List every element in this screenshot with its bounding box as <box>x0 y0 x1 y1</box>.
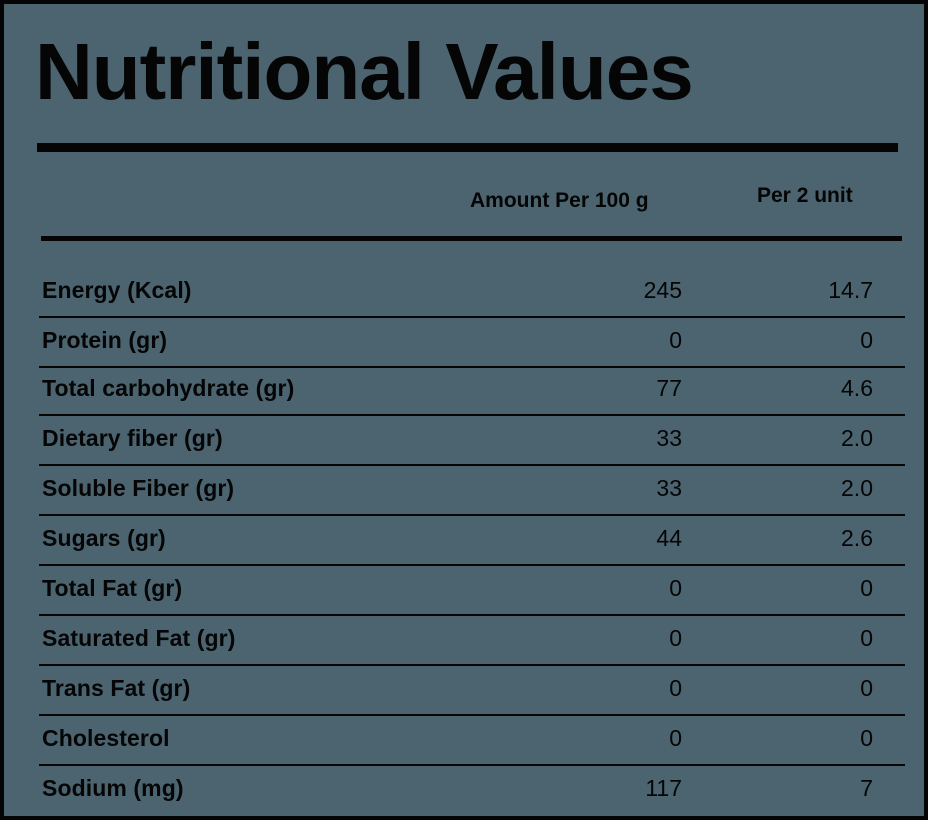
title-divider <box>37 143 898 152</box>
row-label: Saturated Fat (gr) <box>42 625 236 651</box>
nutrition-title: Nutritional Values <box>35 27 694 116</box>
row-value-per-100g: 0 <box>669 575 682 601</box>
row-value-per-unit: 0 <box>860 675 873 701</box>
nutrition-row-total-carbohydrate: Total carbohydrate (gr) 77 4.6 <box>39 366 905 416</box>
row-value-per-unit: 0 <box>860 725 873 751</box>
row-label: Protein (gr) <box>42 327 168 353</box>
row-value-per-100g: 33 <box>656 425 682 451</box>
row-value-per-unit: 2.6 <box>841 525 873 551</box>
row-value-per-unit: 4.6 <box>841 375 873 401</box>
row-label: Energy (Kcal) <box>42 277 192 303</box>
nutrition-row-trans-fat: Trans Fat (gr) 0 0 <box>39 666 905 716</box>
nutrition-table: Energy (Kcal) 245 14.7 Protein (gr) 0 0 … <box>39 268 905 818</box>
row-value-per-100g: 0 <box>669 675 682 701</box>
row-label: Trans Fat (gr) <box>42 675 191 701</box>
row-label: Sugars (gr) <box>42 525 166 551</box>
nutrition-row-cholesterol: Cholesterol 0 0 <box>39 716 905 766</box>
row-label: Total Fat (gr) <box>42 575 183 601</box>
column-header-per-100g: Amount Per 100 g <box>470 189 649 212</box>
row-label: Dietary fiber (gr) <box>42 425 223 451</box>
row-value-per-100g: 0 <box>669 725 682 751</box>
row-value-per-unit: 2.0 <box>841 425 873 451</box>
row-value-per-unit: 2.0 <box>841 475 873 501</box>
row-value-per-100g: 245 <box>643 277 682 303</box>
row-label: Cholesterol <box>42 725 170 751</box>
nutrition-row-soluble-fiber: Soluble Fiber (gr) 33 2.0 <box>39 466 905 516</box>
row-label: Soluble Fiber (gr) <box>42 475 235 501</box>
nutrition-row-total-fat: Total Fat (gr) 0 0 <box>39 566 905 616</box>
row-value-per-unit: 7 <box>860 775 873 801</box>
row-label: Total carbohydrate (gr) <box>42 375 295 401</box>
row-value-per-100g: 0 <box>669 327 682 353</box>
row-value-per-unit: 0 <box>860 575 873 601</box>
row-value-per-100g: 117 <box>645 775 682 801</box>
nutrition-row-sodium: Sodium (mg) 117 7 <box>39 766 905 816</box>
row-value-per-100g: 0 <box>669 625 682 651</box>
nutrition-row-sugars: Sugars (gr) 44 2.6 <box>39 516 905 566</box>
nutrition-row-saturated-fat: Saturated Fat (gr) 0 0 <box>39 616 905 666</box>
row-value-per-100g: 44 <box>656 525 682 551</box>
column-header-per-unit: Per 2 unit <box>757 184 853 207</box>
row-value-per-100g: 77 <box>656 375 682 401</box>
nutrition-row-dietary-fiber: Dietary fiber (gr) 33 2.0 <box>39 416 905 466</box>
row-value-per-unit: 14.7 <box>828 277 873 303</box>
row-label: Sodium (mg) <box>42 775 184 801</box>
row-value-per-100g: 33 <box>656 475 682 501</box>
nutrition-row-energy: Energy (Kcal) 245 14.7 <box>39 268 905 318</box>
row-value-per-unit: 0 <box>860 327 873 353</box>
header-divider <box>41 236 902 241</box>
nutrition-row-protein: Protein (gr) 0 0 <box>39 318 905 368</box>
row-value-per-unit: 0 <box>860 625 873 651</box>
